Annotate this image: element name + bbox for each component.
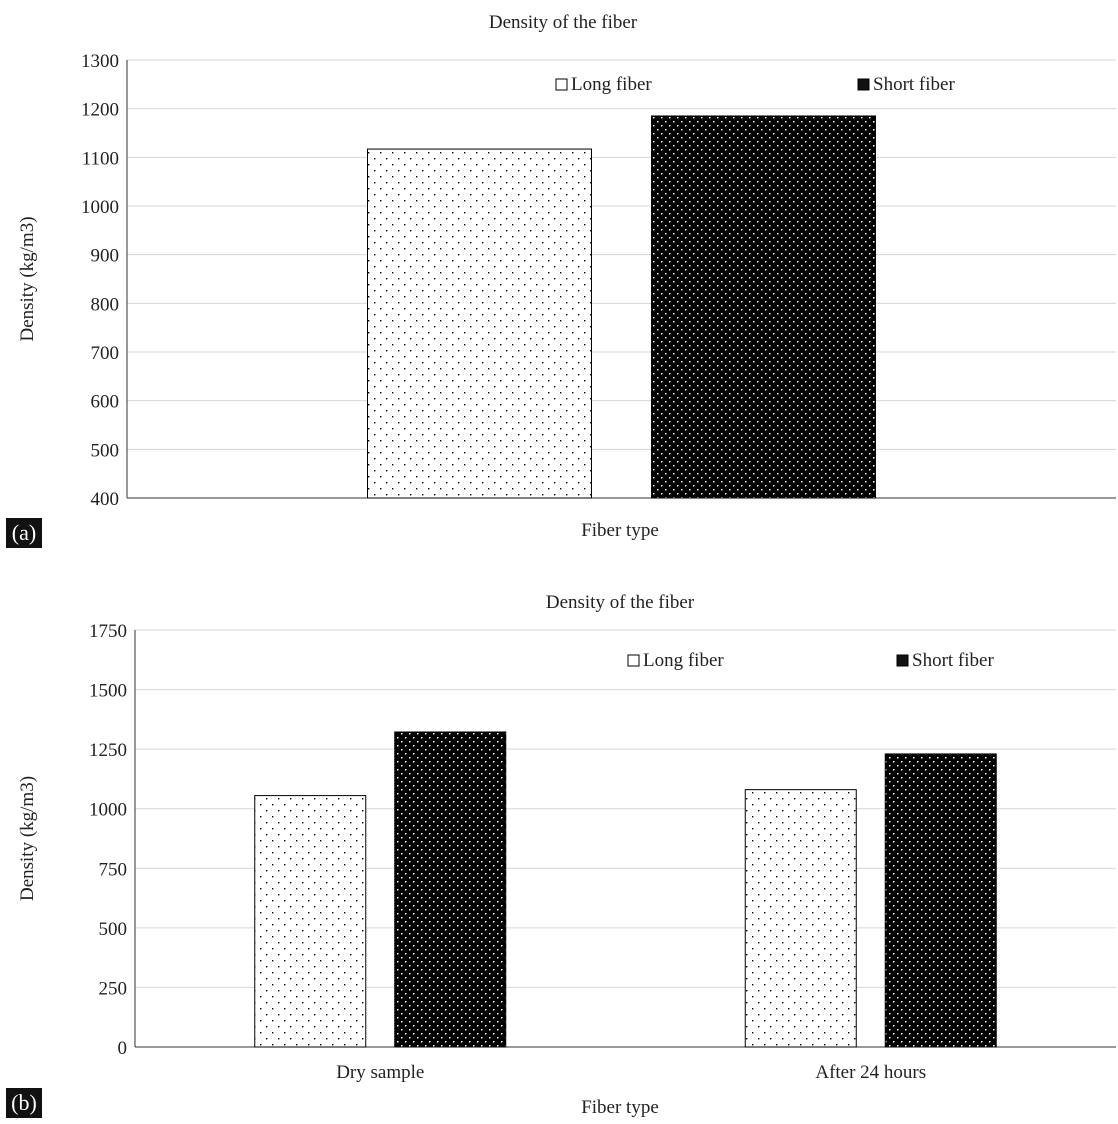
chart-panel-b: Density of the fiber 0 250 500 750 1000 1250 15… [0, 580, 1118, 1119]
legend-swatch [896, 654, 909, 667]
legend-swatch [555, 78, 568, 91]
panel-label-a: (a) [6, 518, 42, 548]
x-axis-label: Fiber type [581, 520, 659, 541]
legend-label: Long fiber [571, 74, 652, 95]
bar [744, 789, 857, 1048]
y-tick-label: 1000 [81, 197, 119, 218]
y-tick-label: 600 [91, 392, 120, 413]
bar [367, 148, 592, 499]
x-tick-label: After 24 hours [815, 1062, 926, 1083]
legend-swatch [857, 78, 870, 91]
legend-swatch [627, 654, 640, 667]
y-tick-label: 500 [99, 919, 128, 940]
y-tick-label: 1250 [89, 740, 127, 761]
y-tick-label: 1200 [81, 100, 119, 121]
y-tick-label: 750 [99, 859, 128, 880]
bar [394, 731, 507, 1048]
y-tick-label: 1500 [89, 681, 127, 702]
y-tick-label: 700 [91, 343, 120, 364]
chart-title: Density of the fiber [489, 12, 638, 33]
y-tick-label: 1750 [89, 621, 127, 642]
y-tick-label: 1000 [89, 800, 127, 821]
chart-panel-a: Density of the fiber 400 500 600 700 800 900 10… [0, 0, 1118, 555]
y-tick-label: 900 [91, 246, 120, 267]
y-tick-label: 1100 [82, 148, 119, 169]
chart-b-svg: Density of the fiber 0 250 500 750 1000 1250 15… [17, 592, 1116, 1118]
legend-label: Short fiber [873, 74, 955, 95]
y-tick-label: 400 [91, 489, 120, 510]
y-tick-label: 500 [91, 440, 120, 461]
x-tick-label: Dry sample [336, 1062, 424, 1083]
y-tick-label: 800 [91, 294, 120, 315]
bar [884, 753, 997, 1048]
y-tick-label: 1300 [81, 51, 119, 72]
bar [651, 115, 876, 499]
legend-label: Long fiber [643, 650, 724, 671]
y-tick-label: 250 [99, 978, 128, 999]
panel-label-b: (b) [6, 1088, 42, 1118]
y-tick-label: 0 [118, 1038, 128, 1059]
y-axis-label: Density (kg/m3) [17, 216, 38, 341]
legend-label: Short fiber [912, 650, 994, 671]
x-axis-label: Fiber type [581, 1097, 659, 1118]
chart-title: Density of the fiber [546, 592, 695, 613]
bar [254, 795, 367, 1048]
chart-a-svg: Density of the fiber 400 500 600 700 800 900 10… [17, 12, 1116, 541]
y-axis-label: Density (kg/m3) [17, 776, 38, 901]
